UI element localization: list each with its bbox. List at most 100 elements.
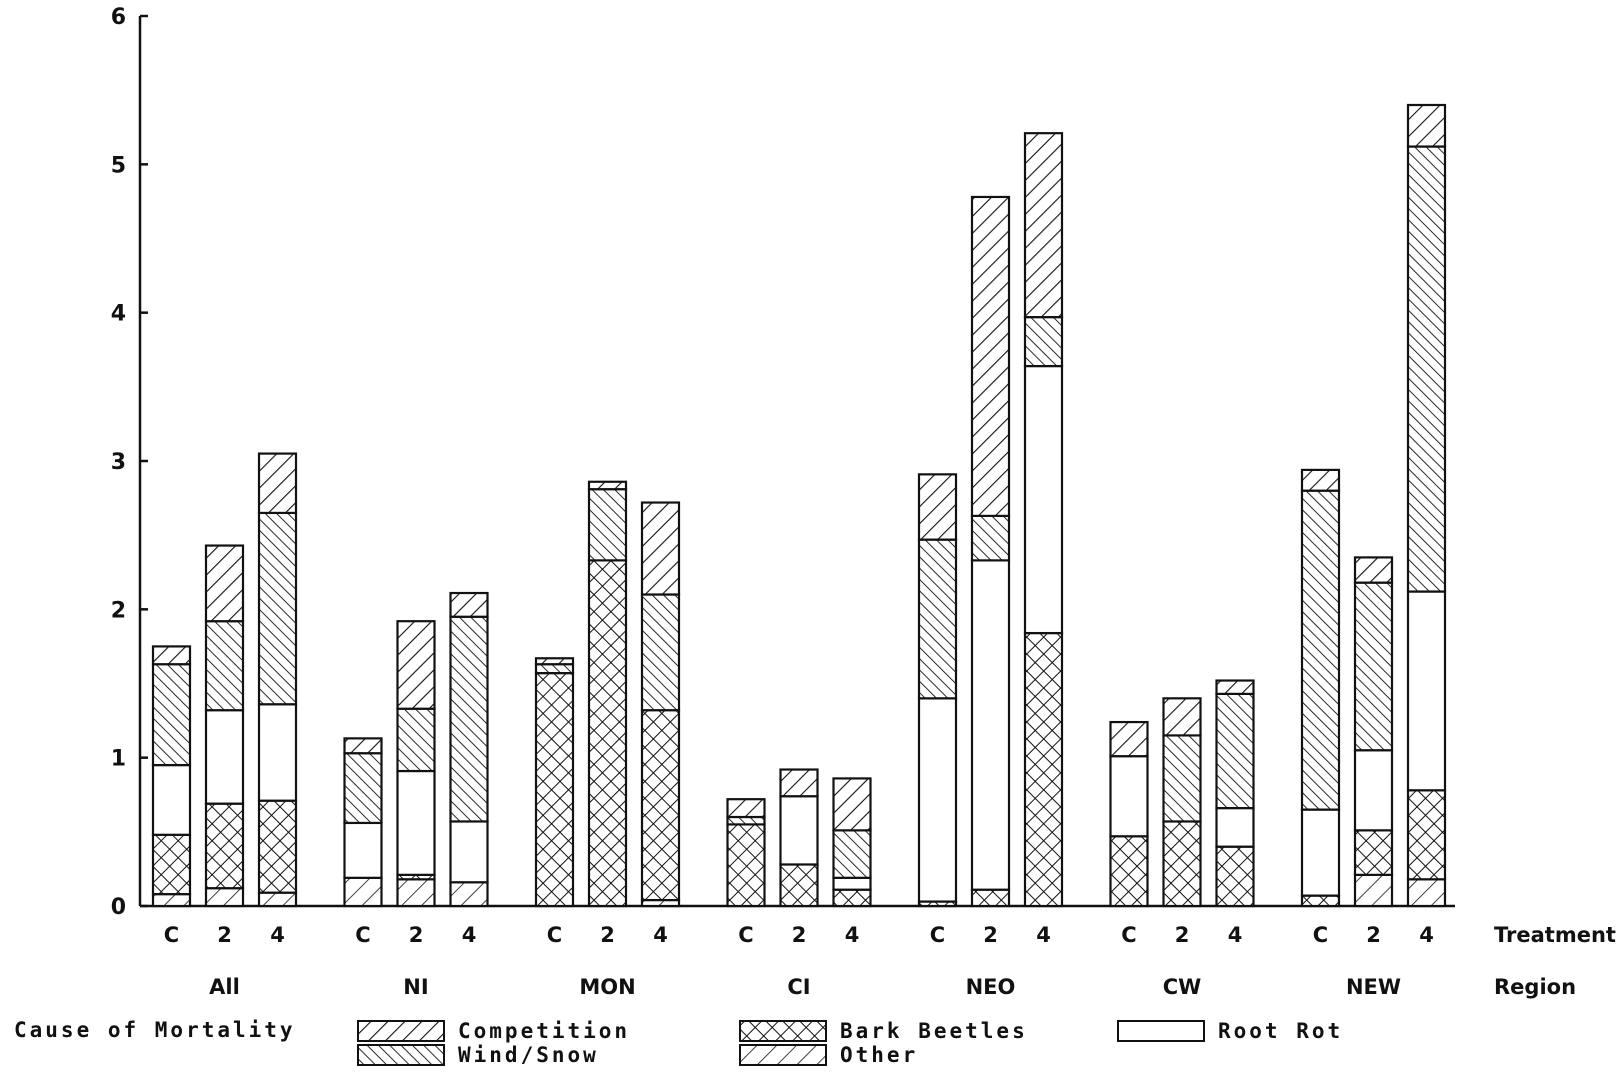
bar-segment-root-rot <box>1215 806 1255 848</box>
bar-segment-other <box>1406 878 1447 908</box>
region-label: CW <box>1163 975 1202 999</box>
bar-segment-competition <box>1215 679 1255 695</box>
bar-segment-wind-snow <box>832 829 872 879</box>
bar-segment-wind-snow <box>917 538 958 700</box>
bar-segment-competition <box>832 777 872 832</box>
treatment-label: 4 <box>845 923 860 947</box>
bar-segment-competition <box>779 768 819 798</box>
bar-segment-wind-snow <box>1162 734 1202 823</box>
legend-title: Cause of Mortality <box>14 1018 296 1042</box>
bar-segment-wind-snow <box>449 615 489 823</box>
bar-segment-bark-beetles <box>640 709 681 902</box>
bar-segment-other <box>343 876 383 908</box>
bar-segment-competition <box>449 591 489 618</box>
bar-segment-bark-beetles <box>726 823 766 908</box>
treatment-label: C <box>930 923 945 947</box>
bar-segment-bark-beetles <box>1300 894 1341 908</box>
bar-segment-root-rot <box>449 820 489 884</box>
treatment-label: C <box>164 923 179 947</box>
bar-segment-competition <box>343 737 383 755</box>
bar-segment-root-rot <box>204 709 245 805</box>
bar-segment-competition <box>1023 132 1064 319</box>
bar-segment-other <box>204 887 245 908</box>
treatment-label: 4 <box>1419 923 1434 947</box>
treatment-label: 4 <box>270 923 285 947</box>
treatment-label: 2 <box>1366 923 1381 947</box>
bar-segment-other <box>1353 873 1394 908</box>
y-tick-label: 5 <box>111 153 126 178</box>
legend-label-bark-beetles: Bark Beetles <box>840 1019 1028 1043</box>
bar-segment-bark-beetles <box>204 802 245 890</box>
treatment-label: 4 <box>1228 923 1243 947</box>
bar-segment-bark-beetles <box>1109 835 1149 908</box>
y-tick-label: 3 <box>111 450 126 475</box>
bar-segment-root-rot <box>779 795 819 866</box>
bar-segment-wind-snow <box>1353 581 1394 752</box>
legend-swatch-root-rot <box>1117 1020 1205 1042</box>
region-label: CI <box>787 975 810 999</box>
treatment-label: 4 <box>1036 923 1051 947</box>
treatment-label: C <box>547 923 562 947</box>
bar-segment-root-rot <box>970 559 1011 891</box>
bar-segment-root-rot <box>151 763 192 836</box>
bar-segment-bark-beetles <box>587 559 628 908</box>
bar-segment-bark-beetles <box>151 833 192 896</box>
treatment-label: 2 <box>792 923 807 947</box>
bar-segment-competition <box>257 452 298 515</box>
category-labels: C 2 4 All C 2 4 NI C 2 4 MON C 2 4 CI C 2 4 NEO C 2 4 CW C 2 4 NEW T… <box>164 923 1616 999</box>
bar-segment-root-rot <box>917 697 958 903</box>
bar-segment-competition <box>970 195 1011 517</box>
y-tick-label: 1 <box>111 747 126 772</box>
bar-segment-wind-snow <box>640 593 681 712</box>
bar-segment-wind-snow <box>1300 489 1341 811</box>
bar-segment-competition <box>151 645 192 666</box>
bar-segment-wind-snow <box>343 752 383 825</box>
bar-segment-bark-beetles <box>534 672 575 908</box>
treatment-label: C <box>738 923 753 947</box>
y-tick-label: 2 <box>111 598 126 623</box>
bar-segment-bark-beetles <box>779 863 819 908</box>
y-tick-label: 6 <box>111 5 126 30</box>
treatment-label: 2 <box>1175 923 1190 947</box>
treatment-label: 2 <box>217 923 232 947</box>
bar-segment-other <box>151 893 192 908</box>
legend-label-other: Other <box>840 1043 918 1067</box>
treatment-label: 4 <box>653 923 668 947</box>
bar-segment-root-rot <box>832 876 872 891</box>
legend-swatch-wind-snow <box>357 1044 445 1066</box>
bar-segment-other <box>449 881 489 908</box>
bar-segment-root-rot <box>1300 808 1341 897</box>
bar-segment-wind-snow <box>151 663 192 767</box>
bar-segment-wind-snow <box>726 815 766 826</box>
bar-segment-competition <box>534 657 575 666</box>
bar-segment-competition <box>726 798 766 819</box>
bar-segment-competition <box>1162 697 1202 737</box>
region-label: NEW <box>1346 975 1401 999</box>
legend-swatch-bark-beetles <box>739 1020 827 1042</box>
bar-segment-competition <box>917 473 958 541</box>
legend-swatch-competition <box>357 1020 445 1042</box>
bar-segment-bark-beetles <box>1353 829 1394 876</box>
bar-segment-bark-beetles <box>1406 789 1447 881</box>
legend-swatch-other <box>739 1044 827 1066</box>
bar-segment-root-rot <box>1353 749 1394 832</box>
bar-segment-wind-snow <box>1023 316 1064 368</box>
bar-segment-wind-snow <box>1215 692 1255 810</box>
bar-segment-wind-snow <box>396 707 436 773</box>
bar-segment-bark-beetles <box>1215 845 1255 908</box>
treatment-label: C <box>355 923 370 947</box>
y-tick-label: 4 <box>111 302 126 327</box>
bar-segment-root-rot <box>396 769 436 876</box>
bar-segment-wind-snow <box>204 620 245 712</box>
treatment-label: C <box>1313 923 1328 947</box>
y-tick-label: 0 <box>111 895 126 920</box>
treatment-label: C <box>1121 923 1136 947</box>
bar-segment-root-rot <box>343 821 383 879</box>
bar-segment-root-rot <box>257 703 298 802</box>
bar-segment-bark-beetles <box>257 799 298 894</box>
bar-segment-wind-snow <box>257 511 298 706</box>
legend-label-wind-snow: Wind/Snow <box>458 1043 599 1067</box>
region-label: All <box>209 975 240 999</box>
treatment-label: 2 <box>600 923 615 947</box>
